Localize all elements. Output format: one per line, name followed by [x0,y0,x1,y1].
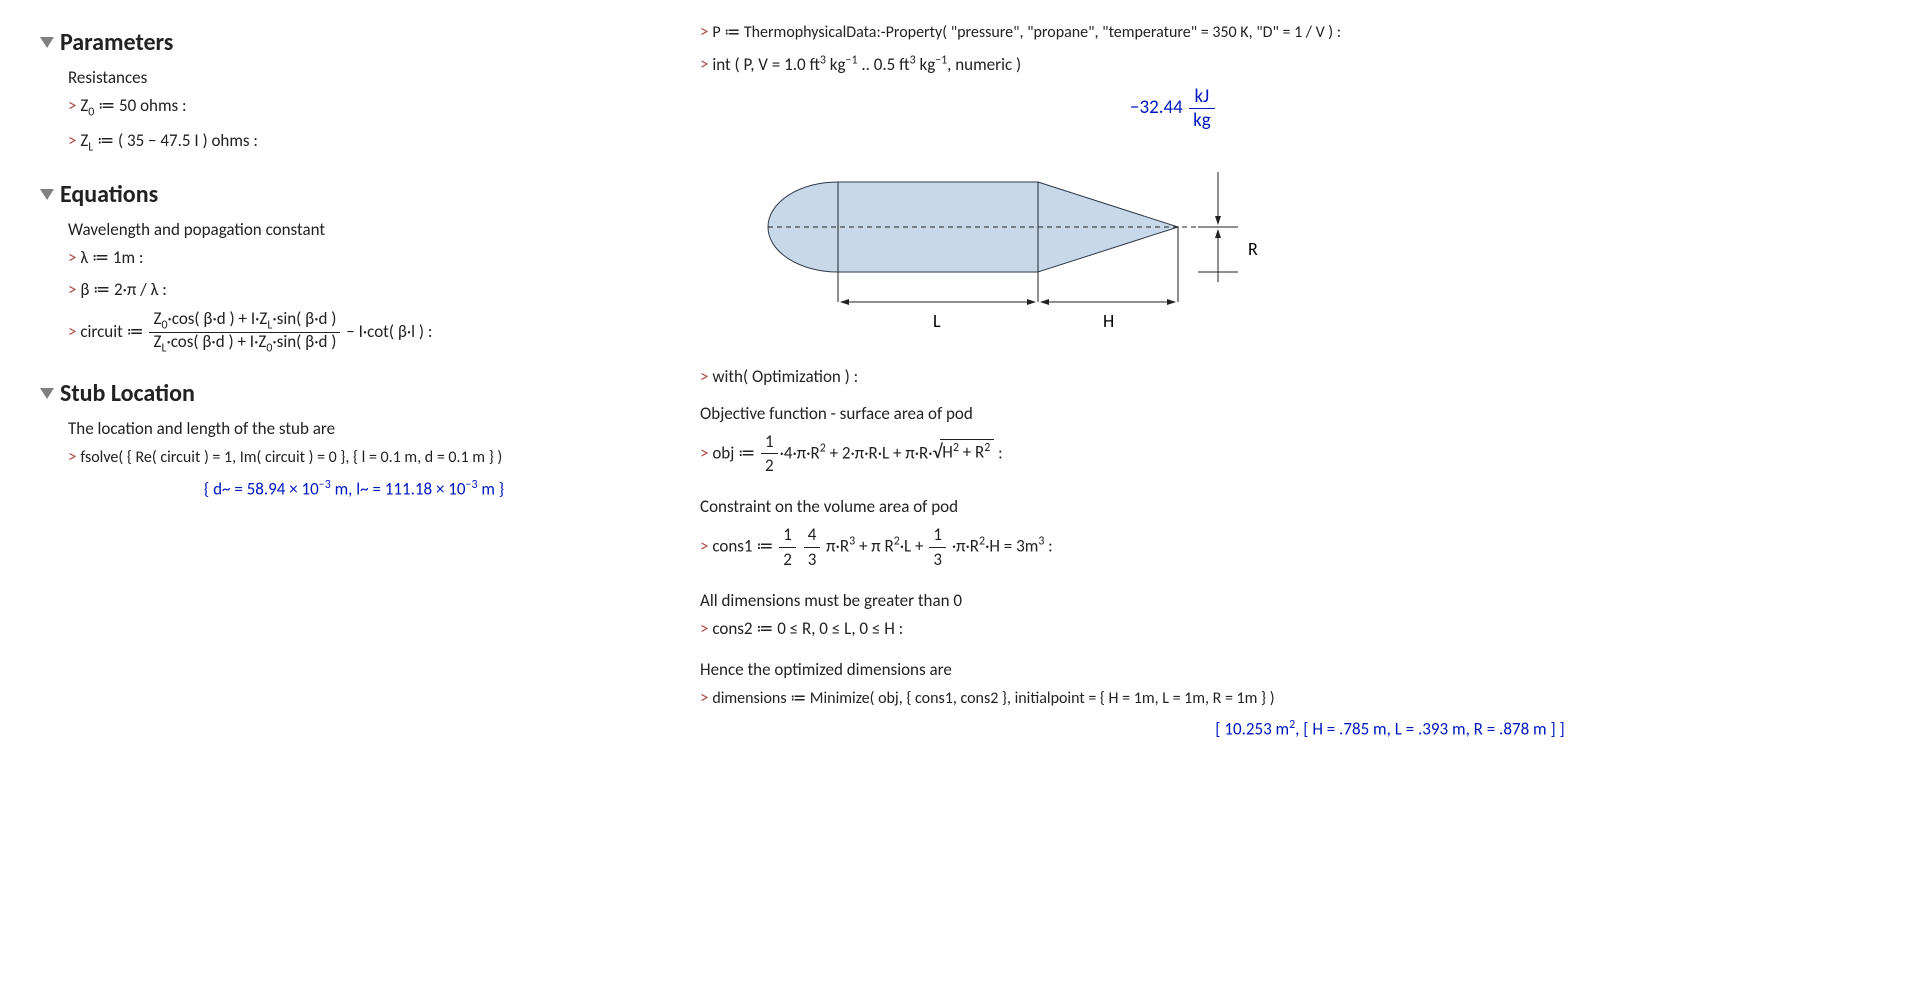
section-heading-parameters: Parameters [40,28,640,57]
input-int: > int ( P, V = 1.0 ft3 kg−1 .. 0.5 ft3 k… [700,52,1880,76]
prompt-icon: > [700,536,712,557]
fraction-half: 1 2 [761,430,778,479]
label-R: R [1248,238,1258,260]
input-cons2: > cons2 ≔ 0 ≤ R, 0 ≤ L, 0 ≤ H : [700,617,1880,641]
input-circuit: > circuit ≔ Z0·cos( β·d ) + I·ZL·sin( β·… [68,310,640,356]
input-with-opt: > with( Optimization ) : [700,365,1880,389]
input-lambda: > λ ≔ 1m : [68,246,640,270]
prompt-icon: > [68,446,80,467]
disclosure-triangle-icon[interactable] [40,37,54,48]
prompt-icon: > [700,618,712,639]
pod-svg: R L H [728,152,1288,342]
right-column: > P ≔ ThermophysicalData:-Property( "pre… [700,20,1880,980]
parameters-desc: Resistances [68,67,640,88]
prompt-icon: > [68,95,80,116]
input-dimensions: > dimensions ≔ Minimize( obj, { cons1, c… [700,686,1880,710]
prompt-icon: > [68,130,80,151]
input-z0: > Z0 ≔ 50 ohms : [68,94,640,121]
dimensions-output: [ 10.253 m2, [ H = .785 m, L = .393 m, R… [900,718,1880,740]
int-output: −32.44 kJ kg [700,85,1880,132]
dim-desc: Hence the optimized dimensions are [700,659,1880,680]
section-heading-stub: Stub Location [40,379,640,408]
fsolve-output: { d~ = 58.94 × 10−3 m, l~ = 111.18 × 10−… [68,478,640,500]
pod-diagram: R L H [728,152,1880,347]
equations-desc: Wavelength and popagation constant [68,219,640,240]
disclosure-triangle-icon[interactable] [40,189,54,200]
prompt-icon: > [68,279,80,300]
prompt-icon: > [700,687,712,708]
prompt-icon: > [700,442,712,463]
obj-desc: Objective function - surface area of pod [700,403,1880,424]
cons-desc: Constraint on the volume area of pod [700,496,1880,517]
prompt-icon: > [700,21,712,42]
input-zl: > ZL ≔ ( 35 − 47.5 I ) ohms : [68,129,640,156]
input-fsolve: > fsolve( { Re( circuit ) = 1, Im( circu… [68,445,640,469]
stub-desc: The location and length of the stub are [68,418,640,439]
label-L: L [933,310,941,332]
input-cons1: > cons1 ≔ 12 43 π·R3 + π R2·L + 13 ·π·R2… [700,523,1880,572]
input-beta: > β ≔ 2·π / λ : [68,278,640,302]
prompt-icon: > [68,321,80,342]
left-column: Parameters Resistances > Z0 ≔ 50 ohms : … [40,20,640,980]
prompt-icon: > [700,366,712,387]
input-thermophysical: > P ≔ ThermophysicalData:-Property( "pre… [700,20,1880,44]
label-H: H [1103,310,1114,332]
prompt-icon: > [700,54,712,75]
disclosure-triangle-icon[interactable] [40,388,54,399]
fraction: Z0·cos( β·d ) + I·ZL·sin( β·d ) ZL·cos( … [149,310,340,356]
sqrt: H2 + R2 [940,439,994,464]
cons2-desc: All dimensions must be greater than 0 [700,590,1880,611]
fraction-unit: kJ kg [1189,85,1215,132]
section-heading-equations: Equations [40,180,640,209]
input-obj: > obj ≔ 1 2 ·4·π·R2 + 2·π·R·L + π·R· H2 … [700,430,1880,479]
prompt-icon: > [68,247,80,268]
